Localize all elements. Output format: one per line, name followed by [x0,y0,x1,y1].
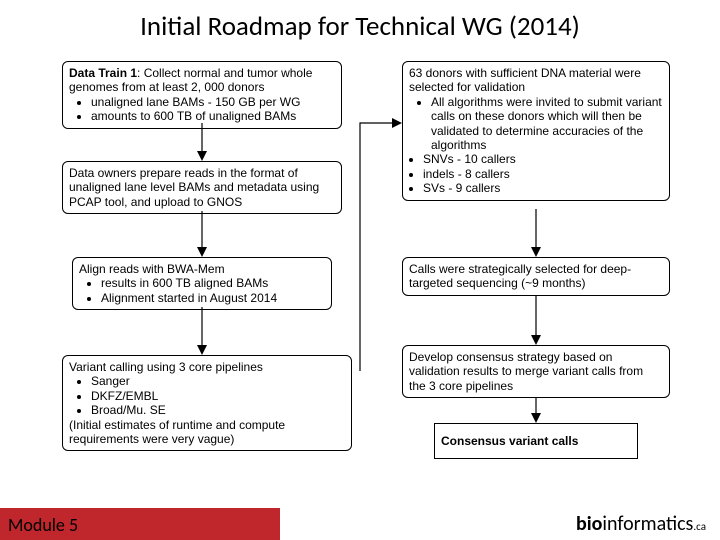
page-title: Initial Roadmap for Technical WG (2014) [0,0,720,51]
arrow-b5-b6 [528,209,544,257]
brand-rest: informatics [602,512,693,536]
b1-bullet-1: amounts to 600 TB of unaligned BAMs [91,109,335,123]
footer-module-label: Module 5 [8,514,78,536]
b3-bullets: results in 600 TB aligned BAMs Alignment… [101,276,325,305]
arrow-b3-b4 [194,307,210,355]
b6-text: Calls were strategically selected for de… [409,262,631,290]
b5-bullet-b2: SVs - 9 callers [423,181,663,195]
box-data-owners: Data owners prepare reads in the format … [62,161,342,214]
b4-bullet-0: Sanger [91,374,345,388]
b4-bullets: Sanger DKFZ/EMBL Broad/Mu. SE [91,374,345,417]
b5-text: 63 donors with sufficient DNA material w… [409,66,641,94]
b2-text: Data owners prepare reads in the format … [69,166,319,209]
b3-text: Align reads with BWA-Mem [79,262,225,276]
b7-text: Develop consensus strategy based on vali… [409,350,643,393]
b4-text: Variant calling using 3 core pipelines [69,360,263,374]
b1-bullet-0: unaligned lane BAMs - 150 GB per WG [91,95,335,109]
b5-bullet-a0: All algorithms were invited to submit va… [431,95,663,153]
arrow-b1-b2 [194,123,210,161]
b1-lead-bold: Data Train 1 [69,66,137,80]
b5-bullets-b: SNVs - 10 callers indels - 8 callers SVs… [423,152,663,195]
b5-bullet-b0: SNVs - 10 callers [423,152,663,166]
box-calls-selected: Calls were strategically selected for de… [402,257,670,296]
b3-bullet-0: results in 600 TB aligned BAMs [101,276,325,290]
footer-brand: bioinformatics.ca [576,512,706,536]
box-consensus-calls: Consensus variant calls [434,423,638,459]
b4-tail: (Initial estimates of runtime and comput… [69,418,285,446]
b3-bullet-1: Alignment started in August 2014 [101,291,325,305]
brand-bold: bio [576,512,602,536]
b1-bullets: unaligned lane BAMs - 150 GB per WG amou… [91,95,335,124]
box-variant-calling: Variant calling using 3 core pipelines S… [62,355,352,451]
b5-bullets-a: All algorithms were invited to submit va… [431,95,663,153]
arrow-b6-b7 [528,295,544,345]
box-63-donors: 63 donors with sufficient DNA material w… [402,61,670,201]
b5-bullet-b1: indels - 8 callers [423,167,663,181]
arrow-b2-b3 [194,211,210,257]
box-data-train-1: Data Train 1: Collect normal and tumor w… [62,61,342,129]
b4-bullet-2: Broad/Mu. SE [91,403,345,417]
b4-bullet-1: DKFZ/EMBL [91,389,345,403]
arrow-b4-b5 [352,111,412,381]
box-align-reads: Align reads with BWA-Mem results in 600 … [72,257,332,310]
footer: Module 5 bioinformatics.ca [0,508,720,540]
b8-text: Consensus variant calls [441,434,578,448]
arrow-b7-b8 [528,397,544,423]
flow-canvas: Data Train 1: Collect normal and tumor w… [0,51,720,503]
brand-tld: .ca [693,520,706,533]
box-consensus-strategy: Develop consensus strategy based on vali… [402,345,670,398]
